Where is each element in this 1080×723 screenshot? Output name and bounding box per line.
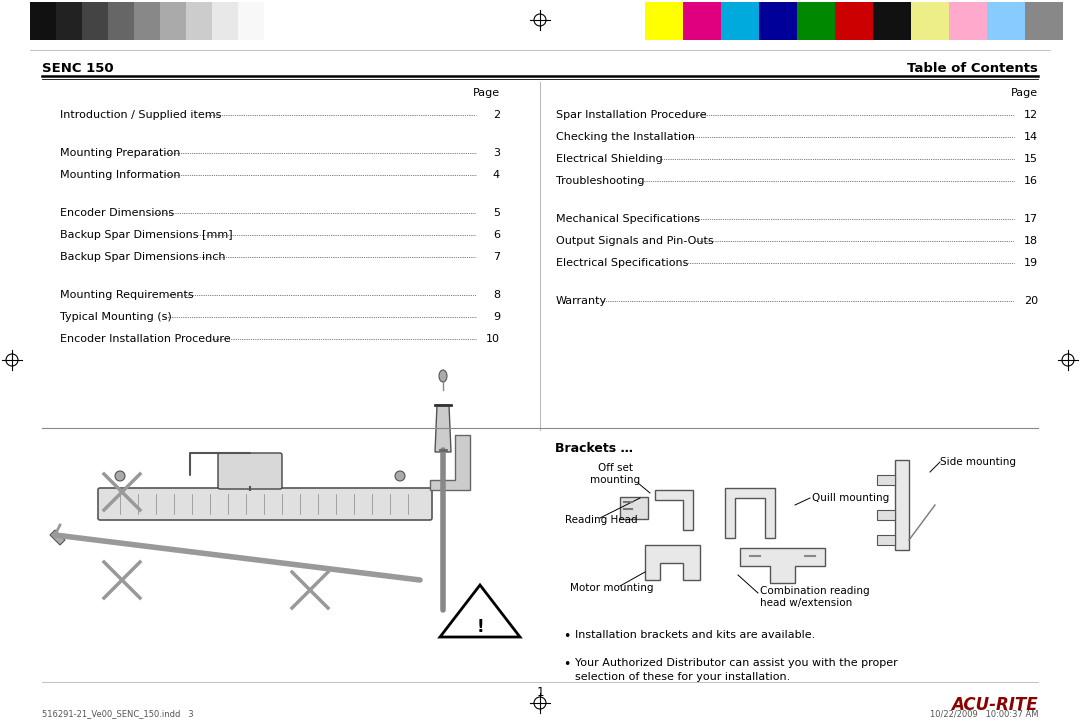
Bar bbox=[797, 2, 835, 40]
Text: Warranty: Warranty bbox=[556, 296, 607, 306]
Text: mounting: mounting bbox=[590, 475, 640, 485]
Text: 7: 7 bbox=[492, 252, 500, 262]
Text: 516291-21_Ve00_SENC_150.indd   3: 516291-21_Ve00_SENC_150.indd 3 bbox=[42, 709, 193, 719]
Text: !: ! bbox=[476, 618, 484, 636]
Bar bbox=[108, 2, 134, 40]
Text: Motor mounting: Motor mounting bbox=[570, 583, 653, 593]
Polygon shape bbox=[50, 530, 65, 545]
Text: Spar Installation Procedure: Spar Installation Procedure bbox=[556, 110, 706, 120]
Bar bbox=[238, 2, 264, 40]
Text: Side mounting: Side mounting bbox=[940, 457, 1016, 467]
Text: Combination reading: Combination reading bbox=[760, 586, 869, 596]
Text: Mounting Information: Mounting Information bbox=[60, 170, 180, 180]
Bar bbox=[987, 2, 1025, 40]
Text: 3: 3 bbox=[492, 148, 500, 158]
Polygon shape bbox=[440, 585, 519, 637]
Polygon shape bbox=[740, 548, 825, 583]
Bar bbox=[186, 2, 212, 40]
Text: Off set: Off set bbox=[597, 463, 633, 473]
Text: 2: 2 bbox=[492, 110, 500, 120]
Text: Mounting Preparation: Mounting Preparation bbox=[60, 148, 180, 158]
Text: 19: 19 bbox=[1024, 258, 1038, 268]
Circle shape bbox=[114, 471, 125, 481]
Text: 14: 14 bbox=[1024, 132, 1038, 142]
Bar bbox=[949, 2, 987, 40]
Text: 6: 6 bbox=[492, 230, 500, 240]
Polygon shape bbox=[725, 488, 775, 538]
Text: Output Signals and Pin-Outs: Output Signals and Pin-Outs bbox=[556, 236, 714, 246]
Text: Brackets …: Brackets … bbox=[555, 442, 633, 455]
Bar bbox=[759, 2, 797, 40]
Ellipse shape bbox=[438, 370, 447, 382]
Text: head w/extension: head w/extension bbox=[760, 598, 852, 608]
Text: 20: 20 bbox=[1024, 296, 1038, 306]
Text: Typical Mounting (s): Typical Mounting (s) bbox=[60, 312, 172, 322]
Bar bbox=[873, 2, 912, 40]
Text: selection of these for your installation.: selection of these for your installation… bbox=[575, 672, 791, 682]
Text: 9: 9 bbox=[492, 312, 500, 322]
Bar bbox=[835, 2, 873, 40]
Bar bbox=[30, 2, 56, 40]
Bar bbox=[877, 510, 895, 520]
Text: Your Authorized Distributor can assist you with the proper: Your Authorized Distributor can assist y… bbox=[575, 658, 897, 668]
Text: Mounting Requirements: Mounting Requirements bbox=[60, 290, 193, 300]
Text: •: • bbox=[563, 658, 570, 671]
Bar bbox=[721, 2, 759, 40]
Text: Encoder Dimensions: Encoder Dimensions bbox=[60, 208, 174, 218]
Text: Backup Spar Dimensions [mm]: Backup Spar Dimensions [mm] bbox=[60, 230, 232, 240]
Text: Troubleshooting: Troubleshooting bbox=[556, 176, 645, 186]
Polygon shape bbox=[645, 545, 700, 580]
Text: Encoder Installation Procedure: Encoder Installation Procedure bbox=[60, 334, 231, 344]
Bar bbox=[82, 2, 108, 40]
Text: 1: 1 bbox=[537, 687, 543, 699]
Bar bbox=[160, 2, 186, 40]
Text: SENC 150: SENC 150 bbox=[42, 61, 113, 74]
Text: •: • bbox=[563, 630, 570, 643]
Text: Installation brackets and kits are available.: Installation brackets and kits are avail… bbox=[575, 630, 815, 640]
Text: Electrical Shielding: Electrical Shielding bbox=[556, 154, 663, 164]
Bar bbox=[56, 2, 82, 40]
Text: Quill mounting: Quill mounting bbox=[812, 493, 889, 503]
Text: Table of Contents: Table of Contents bbox=[907, 61, 1038, 74]
Text: ACU-RITE: ACU-RITE bbox=[951, 696, 1038, 714]
Text: Introduction / Supplied items: Introduction / Supplied items bbox=[60, 110, 221, 120]
Text: Mechanical Specifications: Mechanical Specifications bbox=[556, 214, 700, 224]
Text: Reading Head: Reading Head bbox=[565, 515, 637, 525]
Text: Page: Page bbox=[473, 88, 500, 98]
Bar bbox=[683, 2, 721, 40]
Bar bbox=[877, 535, 895, 545]
Text: 16: 16 bbox=[1024, 176, 1038, 186]
Text: 17: 17 bbox=[1024, 214, 1038, 224]
Text: 15: 15 bbox=[1024, 154, 1038, 164]
Text: Page: Page bbox=[1011, 88, 1038, 98]
FancyBboxPatch shape bbox=[218, 453, 282, 489]
Text: 12: 12 bbox=[1024, 110, 1038, 120]
Bar bbox=[620, 497, 648, 519]
Text: Backup Spar Dimensions inch: Backup Spar Dimensions inch bbox=[60, 252, 226, 262]
Bar bbox=[645, 2, 683, 40]
Bar bbox=[877, 475, 895, 485]
Polygon shape bbox=[895, 460, 909, 550]
Text: Checking the Installation: Checking the Installation bbox=[556, 132, 696, 142]
Polygon shape bbox=[430, 435, 470, 490]
Bar bbox=[1025, 2, 1063, 40]
Polygon shape bbox=[654, 490, 693, 530]
Text: 10/22/2009   10:00:37 AM: 10/22/2009 10:00:37 AM bbox=[930, 709, 1038, 719]
Bar bbox=[134, 2, 160, 40]
Text: 8: 8 bbox=[492, 290, 500, 300]
FancyBboxPatch shape bbox=[98, 488, 432, 520]
Circle shape bbox=[395, 471, 405, 481]
Bar bbox=[212, 2, 238, 40]
Text: 4: 4 bbox=[492, 170, 500, 180]
Text: 18: 18 bbox=[1024, 236, 1038, 246]
Bar bbox=[912, 2, 949, 40]
Text: 5: 5 bbox=[492, 208, 500, 218]
Polygon shape bbox=[435, 405, 451, 452]
Text: Electrical Specifications: Electrical Specifications bbox=[556, 258, 688, 268]
Text: 10: 10 bbox=[486, 334, 500, 344]
